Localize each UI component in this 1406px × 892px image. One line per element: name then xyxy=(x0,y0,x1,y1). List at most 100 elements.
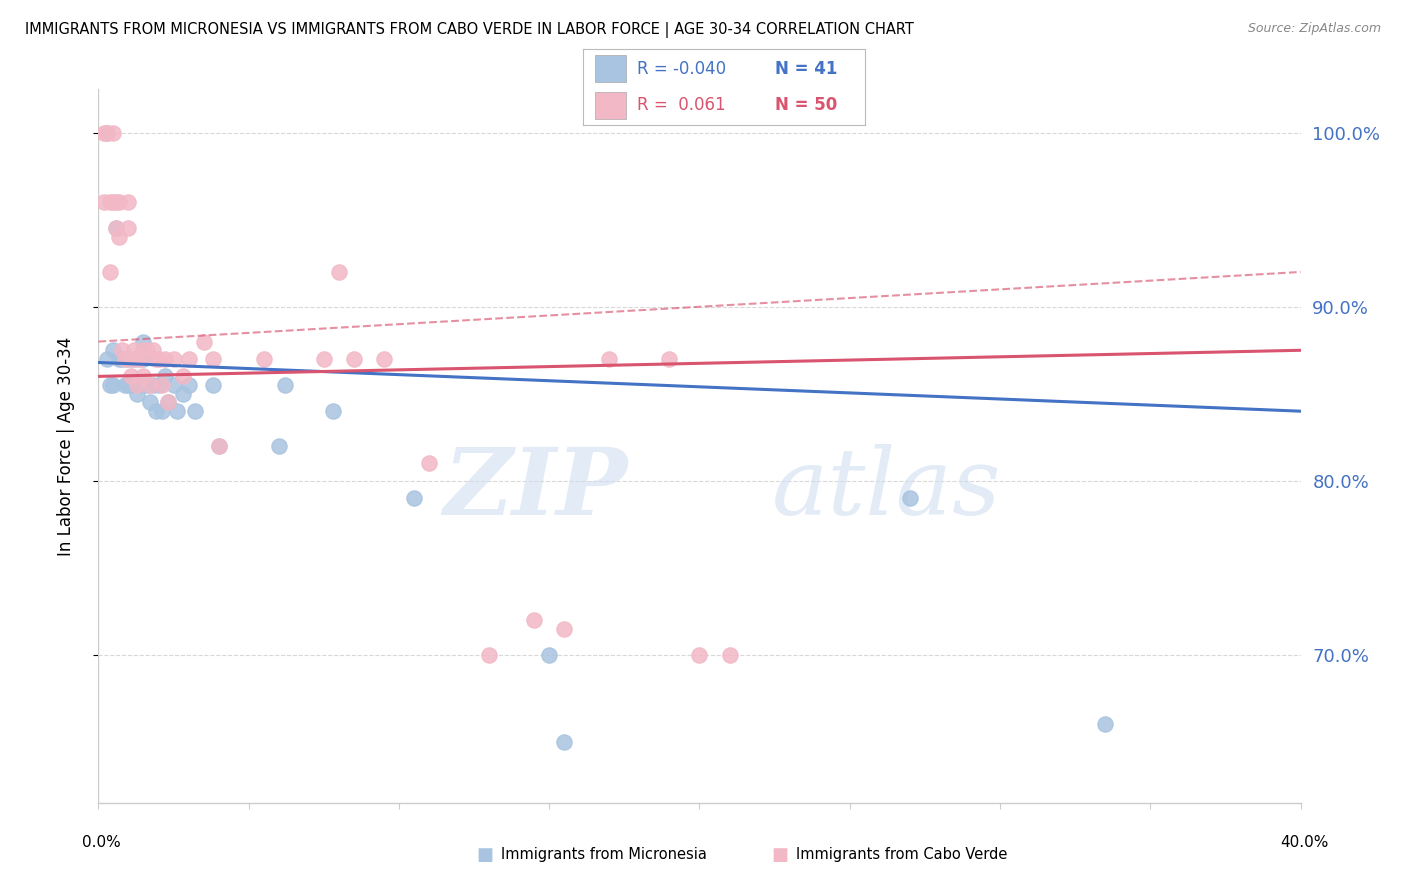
Text: N = 41: N = 41 xyxy=(775,60,837,78)
Point xyxy=(93,126,115,140)
Point xyxy=(127,386,149,401)
Point xyxy=(103,378,125,392)
Point xyxy=(177,378,200,392)
Point xyxy=(141,378,163,392)
Y-axis label: In Labor Force | Age 30-34: In Labor Force | Age 30-34 xyxy=(56,336,75,556)
Point xyxy=(117,195,139,210)
Point xyxy=(253,351,276,366)
Point xyxy=(166,404,188,418)
Point xyxy=(312,351,335,366)
Point xyxy=(132,351,155,366)
Point xyxy=(141,343,163,358)
Point xyxy=(153,351,176,366)
Text: N = 50: N = 50 xyxy=(775,96,837,114)
Point xyxy=(132,343,155,358)
Text: ■: ■ xyxy=(772,846,789,863)
Point xyxy=(108,230,131,244)
Point xyxy=(103,195,125,210)
Point xyxy=(1094,717,1116,731)
Point xyxy=(132,334,155,349)
Text: atlas: atlas xyxy=(772,444,1001,533)
Point xyxy=(121,378,143,392)
Point xyxy=(135,343,157,358)
Point xyxy=(93,195,115,210)
Point xyxy=(117,378,139,392)
Point xyxy=(193,334,215,349)
FancyBboxPatch shape xyxy=(595,92,626,119)
Point xyxy=(478,648,501,662)
Point xyxy=(373,351,395,366)
Point xyxy=(105,221,128,235)
Point xyxy=(129,351,152,366)
Point xyxy=(148,351,170,366)
Point xyxy=(117,221,139,235)
Point xyxy=(132,369,155,384)
Point xyxy=(898,491,921,506)
Point xyxy=(105,195,128,210)
Point xyxy=(322,404,344,418)
Point xyxy=(598,351,620,366)
Point xyxy=(148,378,170,392)
Point xyxy=(117,351,139,366)
Point xyxy=(138,395,160,409)
Point xyxy=(208,439,231,453)
Point xyxy=(121,351,143,366)
Point xyxy=(177,351,200,366)
Point xyxy=(96,126,118,140)
Point xyxy=(523,613,546,627)
Point xyxy=(100,195,122,210)
Point xyxy=(108,195,131,210)
Point xyxy=(343,351,366,366)
Text: Source: ZipAtlas.com: Source: ZipAtlas.com xyxy=(1247,22,1381,36)
Point xyxy=(96,351,118,366)
Point xyxy=(267,439,290,453)
Point xyxy=(150,404,173,418)
Point xyxy=(553,622,575,636)
Point xyxy=(156,395,179,409)
Point xyxy=(153,369,176,384)
Point xyxy=(208,439,231,453)
Point xyxy=(129,378,152,392)
Point xyxy=(103,126,125,140)
Point xyxy=(402,491,425,506)
Point xyxy=(418,457,440,471)
Point xyxy=(172,386,194,401)
Point xyxy=(103,343,125,358)
Point xyxy=(145,404,167,418)
Point xyxy=(121,369,143,384)
Point xyxy=(538,648,561,662)
Point xyxy=(127,378,149,392)
FancyBboxPatch shape xyxy=(595,55,626,82)
Point xyxy=(553,735,575,749)
Point xyxy=(100,265,122,279)
Text: ■: ■ xyxy=(477,846,494,863)
Text: Immigrants from Micronesia: Immigrants from Micronesia xyxy=(501,847,706,862)
Point xyxy=(127,351,149,366)
Point xyxy=(100,378,122,392)
Point xyxy=(145,351,167,366)
Point xyxy=(183,404,205,418)
Point xyxy=(718,648,741,662)
Point xyxy=(114,351,136,366)
Point xyxy=(150,378,173,392)
Point xyxy=(201,351,224,366)
Point xyxy=(135,378,157,392)
Point xyxy=(274,378,297,392)
Point xyxy=(658,351,681,366)
Point xyxy=(111,343,134,358)
Point xyxy=(96,126,118,140)
Text: IMMIGRANTS FROM MICRONESIA VS IMMIGRANTS FROM CABO VERDE IN LABOR FORCE | AGE 30: IMMIGRANTS FROM MICRONESIA VS IMMIGRANTS… xyxy=(25,22,914,38)
Text: Immigrants from Cabo Verde: Immigrants from Cabo Verde xyxy=(796,847,1007,862)
Point xyxy=(162,351,184,366)
Point xyxy=(111,351,134,366)
Text: 40.0%: 40.0% xyxy=(1281,836,1329,850)
Text: 0.0%: 0.0% xyxy=(82,836,121,850)
Point xyxy=(105,221,128,235)
Text: ZIP: ZIP xyxy=(443,444,627,533)
Point xyxy=(114,378,136,392)
Point xyxy=(162,378,184,392)
Text: R = -0.040: R = -0.040 xyxy=(637,60,725,78)
Point xyxy=(328,265,350,279)
Point xyxy=(172,369,194,384)
Point xyxy=(108,351,131,366)
